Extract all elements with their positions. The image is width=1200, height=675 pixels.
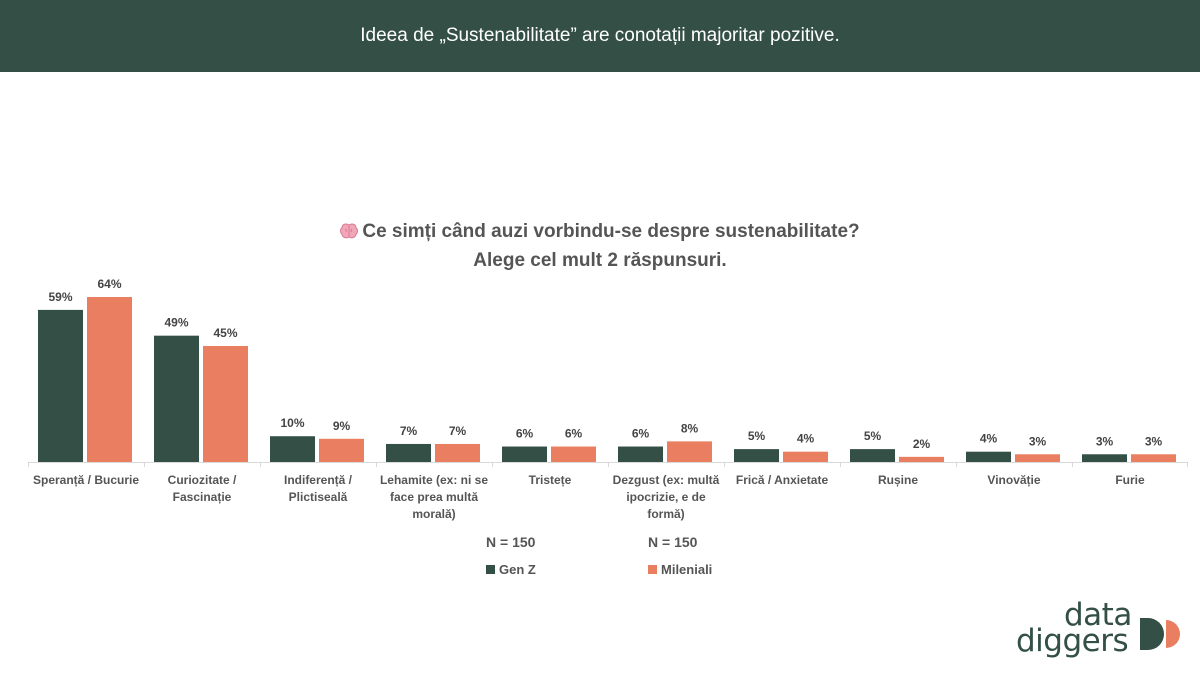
data-label-genz-4: 6% — [516, 427, 534, 441]
question-title: Ce simți când auzi vorbindu-se despre su… — [0, 218, 1200, 274]
data-label-mil-3: 7% — [449, 424, 467, 438]
legend-mil: N = 150 Mileniali — [648, 534, 712, 577]
bar-mil-5 — [667, 441, 712, 462]
legend-mil-label: Mileniali — [661, 562, 713, 577]
category-label: Curiozitate / Fascinație — [167, 473, 237, 504]
logo-word-diggers: diggers — [1016, 623, 1129, 659]
category-label: Rușine — [877, 473, 918, 487]
data-diggers-logo: data diggers — [1016, 600, 1186, 660]
bar-mil-1 — [203, 345, 248, 462]
bar-genz-9 — [1082, 454, 1127, 462]
data-label-mil-2: 9% — [333, 419, 351, 433]
bar-genz-5 — [618, 446, 663, 462]
bar-mil-7 — [899, 456, 944, 462]
brain-icon — [340, 220, 359, 247]
category-label: Speranță / Bucurie — [32, 473, 140, 487]
legend-genz-swatch — [486, 565, 495, 574]
bar-genz-0 — [38, 309, 83, 462]
category-label: Dezgust (ex: multă ipocrizie, e de formă… — [612, 473, 720, 521]
category-label: Frică / Anxietate — [735, 473, 829, 487]
bar-genz-4 — [502, 446, 547, 462]
data-label-mil-9: 3% — [1145, 434, 1163, 448]
data-label-mil-4: 6% — [565, 427, 583, 441]
bar-genz-7 — [850, 449, 895, 462]
legend-genz-n: N = 150 — [486, 534, 536, 550]
category-label: Tristețe — [528, 473, 572, 487]
data-label-genz-8: 4% — [980, 432, 998, 446]
category-label: Furie — [1115, 473, 1145, 487]
data-label-genz-6: 5% — [748, 429, 766, 443]
data-label-mil-1: 45% — [213, 326, 237, 340]
data-label-genz-5: 6% — [632, 427, 650, 441]
bar-mil-2 — [319, 438, 364, 462]
category-label: Indiferență / Plictiseală — [283, 473, 352, 504]
bar-mil-3 — [435, 443, 480, 462]
data-label-genz-0: 59% — [48, 290, 72, 304]
bar-mil-9 — [1131, 454, 1176, 462]
data-label-genz-3: 7% — [400, 424, 418, 438]
bar-mil-4 — [551, 446, 596, 462]
header-title: Ideea de „Sustenabilitate” are conotații… — [360, 25, 840, 46]
bar-genz-6 — [734, 449, 779, 462]
question-line1: Ce simți când auzi vorbindu-se despre su… — [362, 221, 860, 242]
bar-mil-8 — [1015, 454, 1060, 462]
data-label-mil-8: 3% — [1029, 434, 1047, 448]
legend-genz: N = 150 Gen Z — [486, 534, 536, 577]
data-label-mil-6: 4% — [797, 432, 815, 446]
data-label-genz-9: 3% — [1096, 434, 1114, 448]
data-label-genz-7: 5% — [864, 429, 882, 443]
question-line2: Alege cel mult 2 răspunsuri. — [473, 250, 727, 271]
data-label-mil-0: 64% — [97, 277, 121, 291]
data-label-genz-1: 49% — [164, 316, 188, 330]
category-label: Vinovăție — [987, 473, 1041, 487]
legend-mil-n: N = 150 — [648, 534, 698, 550]
data-label-genz-2: 10% — [280, 416, 304, 430]
category-label: Lehamite (ex: ni se face prea multă mora… — [379, 473, 489, 521]
bar-genz-3 — [386, 443, 431, 462]
legend-mil-swatch — [648, 565, 657, 574]
data-label-mil-7: 2% — [913, 437, 931, 451]
bar-mil-6 — [783, 451, 828, 462]
bar-mil-0 — [87, 297, 132, 462]
legend-genz-label: Gen Z — [499, 562, 536, 577]
bar-genz-1 — [154, 335, 199, 462]
bar-genz-8 — [966, 451, 1011, 462]
header-bar: Ideea de „Sustenabilitate” are conotații… — [0, 0, 1200, 72]
bar-genz-2 — [270, 436, 315, 462]
data-label-mil-5: 8% — [681, 421, 699, 435]
logo-word-data: data — [1064, 597, 1132, 633]
logo-mark-icon — [1140, 618, 1180, 650]
